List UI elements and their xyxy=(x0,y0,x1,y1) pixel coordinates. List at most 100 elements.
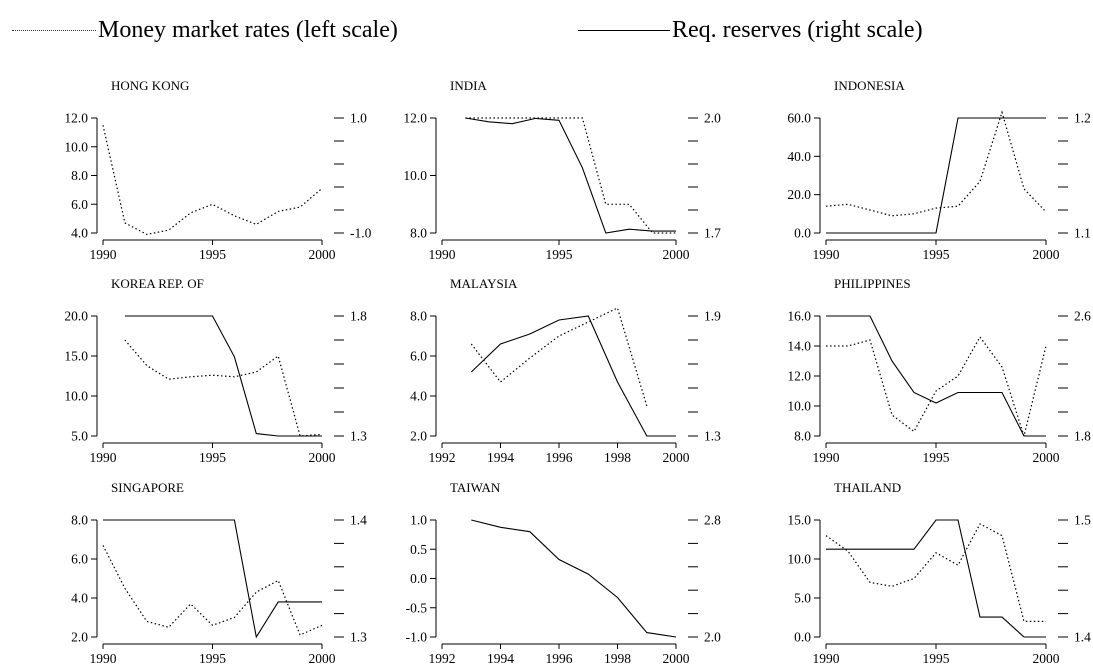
panel-title: THAILAND xyxy=(834,480,901,495)
legend-money-market-label: Money market rates (left scale) xyxy=(98,16,398,43)
right-tick-label: 1.9 xyxy=(704,309,721,324)
panel-malaysia: MALAYSIA 2.0 4.0 6.0 8.0 1992 1994 1996 1998 2000… xyxy=(410,276,721,465)
bottom-tick-label: 1998 xyxy=(604,450,631,465)
right-tick-label: 1.0 xyxy=(350,111,367,126)
bottom-tick-label: 2000 xyxy=(309,651,336,666)
panel-indonesia: INDONESIA 0.0 20.0 40.0 60.0 1990 1995 2000 1.2 1… xyxy=(787,78,1091,262)
right-tick-label: 1.3 xyxy=(350,429,367,444)
left-tick-label: 15.0 xyxy=(64,349,88,364)
bottom-tick-label: 1995 xyxy=(923,450,950,465)
money-market-rates-line xyxy=(470,307,648,407)
req-reserves-line xyxy=(470,315,676,437)
bottom-tick-label: 1994 xyxy=(487,651,514,666)
bottom-tick-label: 1992 xyxy=(429,450,456,465)
req-reserves-line xyxy=(826,315,1046,437)
bottom-tick-label: 2000 xyxy=(663,247,690,262)
bottom-tick-label: 1995 xyxy=(546,247,573,262)
left-tick-label: 0.0 xyxy=(410,571,427,586)
left-tick-label: 5.0 xyxy=(794,591,811,606)
bottom-tick-label: 1995 xyxy=(923,247,950,262)
right-tick-label: 1.7 xyxy=(704,226,721,241)
right-tick-label: 1.2 xyxy=(1074,111,1091,126)
right-tick-label: 1.5 xyxy=(1074,513,1091,528)
left-tick-label: 1.0 xyxy=(410,513,427,528)
panel-thailand: THAILAND 0.0 5.0 10.0 15.0 1990 1995 2000 1.5 1.4 xyxy=(787,480,1091,666)
panel-title: INDONESIA xyxy=(834,78,905,93)
bottom-tick-label: 1990 xyxy=(90,450,117,465)
left-tick-label: -0.5 xyxy=(406,600,428,615)
bottom-tick-label: 2000 xyxy=(1033,247,1060,262)
req-reserves-line xyxy=(124,315,322,437)
bottom-tick-label: 1990 xyxy=(90,651,117,666)
panel-title: MALAYSIA xyxy=(450,276,518,291)
left-tick-label: 10.0 xyxy=(787,399,811,414)
bottom-tick-label: 1998 xyxy=(604,651,631,666)
bottom-tick-label: 1995 xyxy=(199,247,226,262)
left-tick-label: 20.0 xyxy=(787,187,811,202)
left-tick-label: 6.0 xyxy=(410,349,427,364)
left-tick-label: -1.0 xyxy=(406,630,428,645)
bottom-tick-label: 1995 xyxy=(923,651,950,666)
bottom-tick-label: 1992 xyxy=(429,651,456,666)
money-market-rates-line xyxy=(826,335,1047,439)
panel-title: SINGAPORE xyxy=(111,480,184,495)
req-reserves-line xyxy=(103,519,322,639)
right-tick-label: 2.0 xyxy=(704,630,721,645)
left-tick-label: 10.0 xyxy=(64,139,88,154)
left-tick-label: 8.0 xyxy=(410,226,427,241)
right-tick-label: 1.8 xyxy=(350,309,367,324)
right-tick-label: 2.6 xyxy=(1074,309,1091,324)
money-market-rates-line xyxy=(124,339,323,437)
money-market-rates-line xyxy=(825,523,1046,623)
legend-money-market: Money market rates (left scale) xyxy=(12,14,398,46)
right-tick-label: 2.0 xyxy=(704,111,721,126)
left-tick-label: 40.0 xyxy=(787,149,811,164)
legend-reserves-label: Req. reserves (right scale) xyxy=(672,16,923,43)
left-tick-label: 15.0 xyxy=(787,513,811,528)
bottom-tick-label: 1996 xyxy=(546,450,573,465)
left-tick-label: 8.0 xyxy=(794,429,811,444)
left-tick-label: 4.0 xyxy=(410,389,427,404)
panel-india: INDIA 8.0 10.0 12.0 1990 1995 2000 2.0 1.7 xyxy=(403,78,721,262)
right-tick-label: 1.8 xyxy=(1074,429,1091,444)
money-market-rates-line xyxy=(102,125,323,236)
left-tick-label: 8.0 xyxy=(71,513,88,528)
left-tick-label: 10.0 xyxy=(403,168,427,183)
bottom-tick-label: 2000 xyxy=(663,651,690,666)
left-tick-label: 2.0 xyxy=(410,429,427,444)
right-tick-label: 1.3 xyxy=(350,630,367,645)
right-tick-label: 1.3 xyxy=(704,429,721,444)
bottom-tick-label: 2000 xyxy=(1033,651,1060,666)
legend: Money market rates (left scale) Req. res… xyxy=(0,0,1093,60)
left-tick-label: 0.5 xyxy=(410,542,427,557)
right-tick-label: 1.4 xyxy=(350,513,367,528)
right-tick-label: 1.4 xyxy=(1074,630,1091,645)
bottom-tick-label: 2000 xyxy=(663,450,690,465)
right-tick-label: -1.0 xyxy=(350,226,372,241)
bottom-tick-label: 1990 xyxy=(813,450,840,465)
panel-hong-kong: HONG KONG 4.0 6.0 8.0 10.0 12.0 1990 1995 2000 1.… xyxy=(64,78,371,262)
money-market-rates-line xyxy=(102,545,323,636)
bottom-tick-label: 2000 xyxy=(309,450,336,465)
left-tick-label: 0.0 xyxy=(794,630,811,645)
bottom-tick-label: 1995 xyxy=(199,450,226,465)
left-tick-label: 4.0 xyxy=(71,591,88,606)
panel-title: KOREA REP. OF xyxy=(111,276,204,291)
dotted-line-swatch xyxy=(12,29,96,31)
left-tick-label: 8.0 xyxy=(410,309,427,324)
legend-reserves: Req. reserves (right scale) xyxy=(578,14,923,46)
left-tick-label: 14.0 xyxy=(787,339,811,354)
panel-singapore: SINGAPORE 2.0 4.0 6.0 8.0 1990 1995 2000 1.4 1.3 xyxy=(71,480,367,666)
bottom-tick-label: 1990 xyxy=(813,247,840,262)
money-market-rates-line xyxy=(825,110,1047,217)
req-reserves-line xyxy=(465,117,676,234)
left-tick-label: 6.0 xyxy=(71,197,88,212)
left-tick-label: 0.0 xyxy=(794,226,811,241)
left-tick-label: 4.0 xyxy=(71,226,88,241)
left-tick-label: 12.0 xyxy=(787,369,811,384)
bottom-tick-label: 1996 xyxy=(546,651,573,666)
left-tick-label: 10.0 xyxy=(64,389,88,404)
bottom-tick-label: 2000 xyxy=(309,247,336,262)
bottom-tick-label: 1990 xyxy=(429,247,456,262)
